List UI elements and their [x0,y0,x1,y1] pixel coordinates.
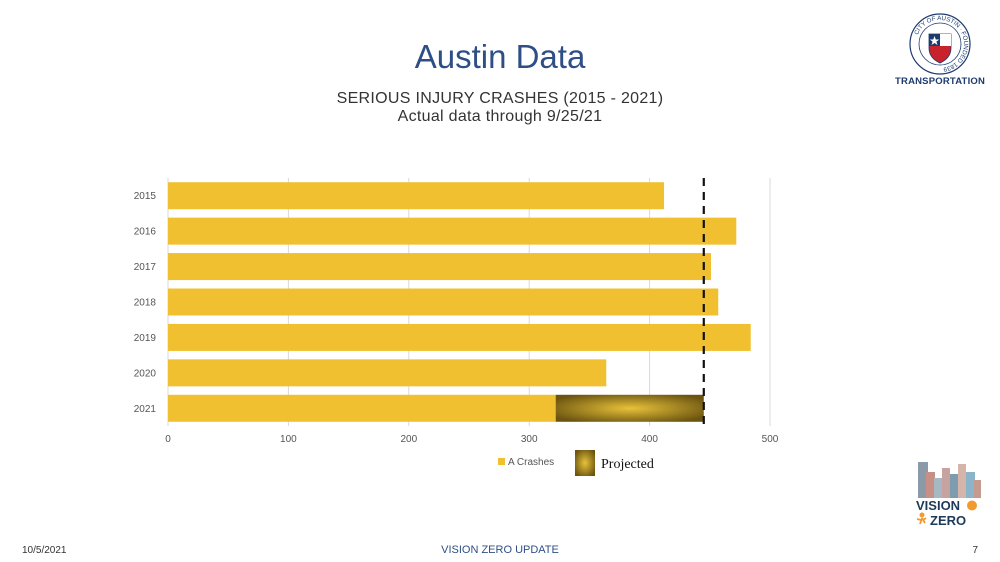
x-tick-label: 300 [521,434,538,445]
legend-swatch-projected [575,450,595,476]
y-tick-label: 2019 [134,333,157,344]
y-tick-label: 2020 [134,368,157,379]
vision-zero-logo-icon: VISION ZERO [912,458,986,532]
slide-title: Austin Data [414,38,586,75]
transportation-label: TRANSPORTATION [895,76,986,87]
vz-line1: VISION [916,498,960,513]
projected-bar-2021 [555,394,704,422]
legend-label-a-crashes: A Crashes [508,457,554,468]
y-tick-label: 2016 [134,227,157,238]
y-tick-label: 2018 [134,298,157,309]
x-tick-label: 200 [400,434,417,445]
bar-2016 [168,217,737,245]
axis-labels: 0 100 200 300 400 500 2015 2016 2017 2018 2019 2020… [134,191,779,445]
bar-2019 [168,323,751,351]
chart-subtitle-note: Actual data through 9/25/21 [397,108,603,125]
footer-title: VISION ZERO UPDATE [441,544,559,556]
city-of-austin-seal-icon: CITY OF AUSTIN · FOUNDED 1839 [900,12,980,90]
legend: A Crashes Projected [498,450,654,476]
bar-2020 [168,359,607,387]
legend-swatch-a-crashes [498,458,505,465]
x-tick-label: 100 [280,434,297,445]
y-tick-label: 2017 [134,262,157,273]
y-tick-label: 2021 [134,404,157,415]
bar-2017 [168,253,712,281]
x-tick-label: 500 [762,434,779,445]
footer-date: 10/5/2021 [22,545,67,556]
vz-line2: ZERO [930,513,966,528]
x-tick-label: 0 [165,434,171,445]
bar-chart: 0 100 200 300 400 500 2015 2016 2017 2018 2019 2020… [134,178,779,476]
bars [168,178,751,426]
legend-label-projected: Projected [601,457,654,472]
bar-2021 [168,394,556,422]
bar-2018 [168,288,719,316]
x-tick-label: 400 [641,434,658,445]
y-tick-label: 2015 [134,191,157,202]
bar-2015 [168,182,665,210]
page-number: 7 [972,545,978,556]
chart-subtitle: SERIOUS INJURY CRASHES (2015 - 2021) [336,90,664,107]
